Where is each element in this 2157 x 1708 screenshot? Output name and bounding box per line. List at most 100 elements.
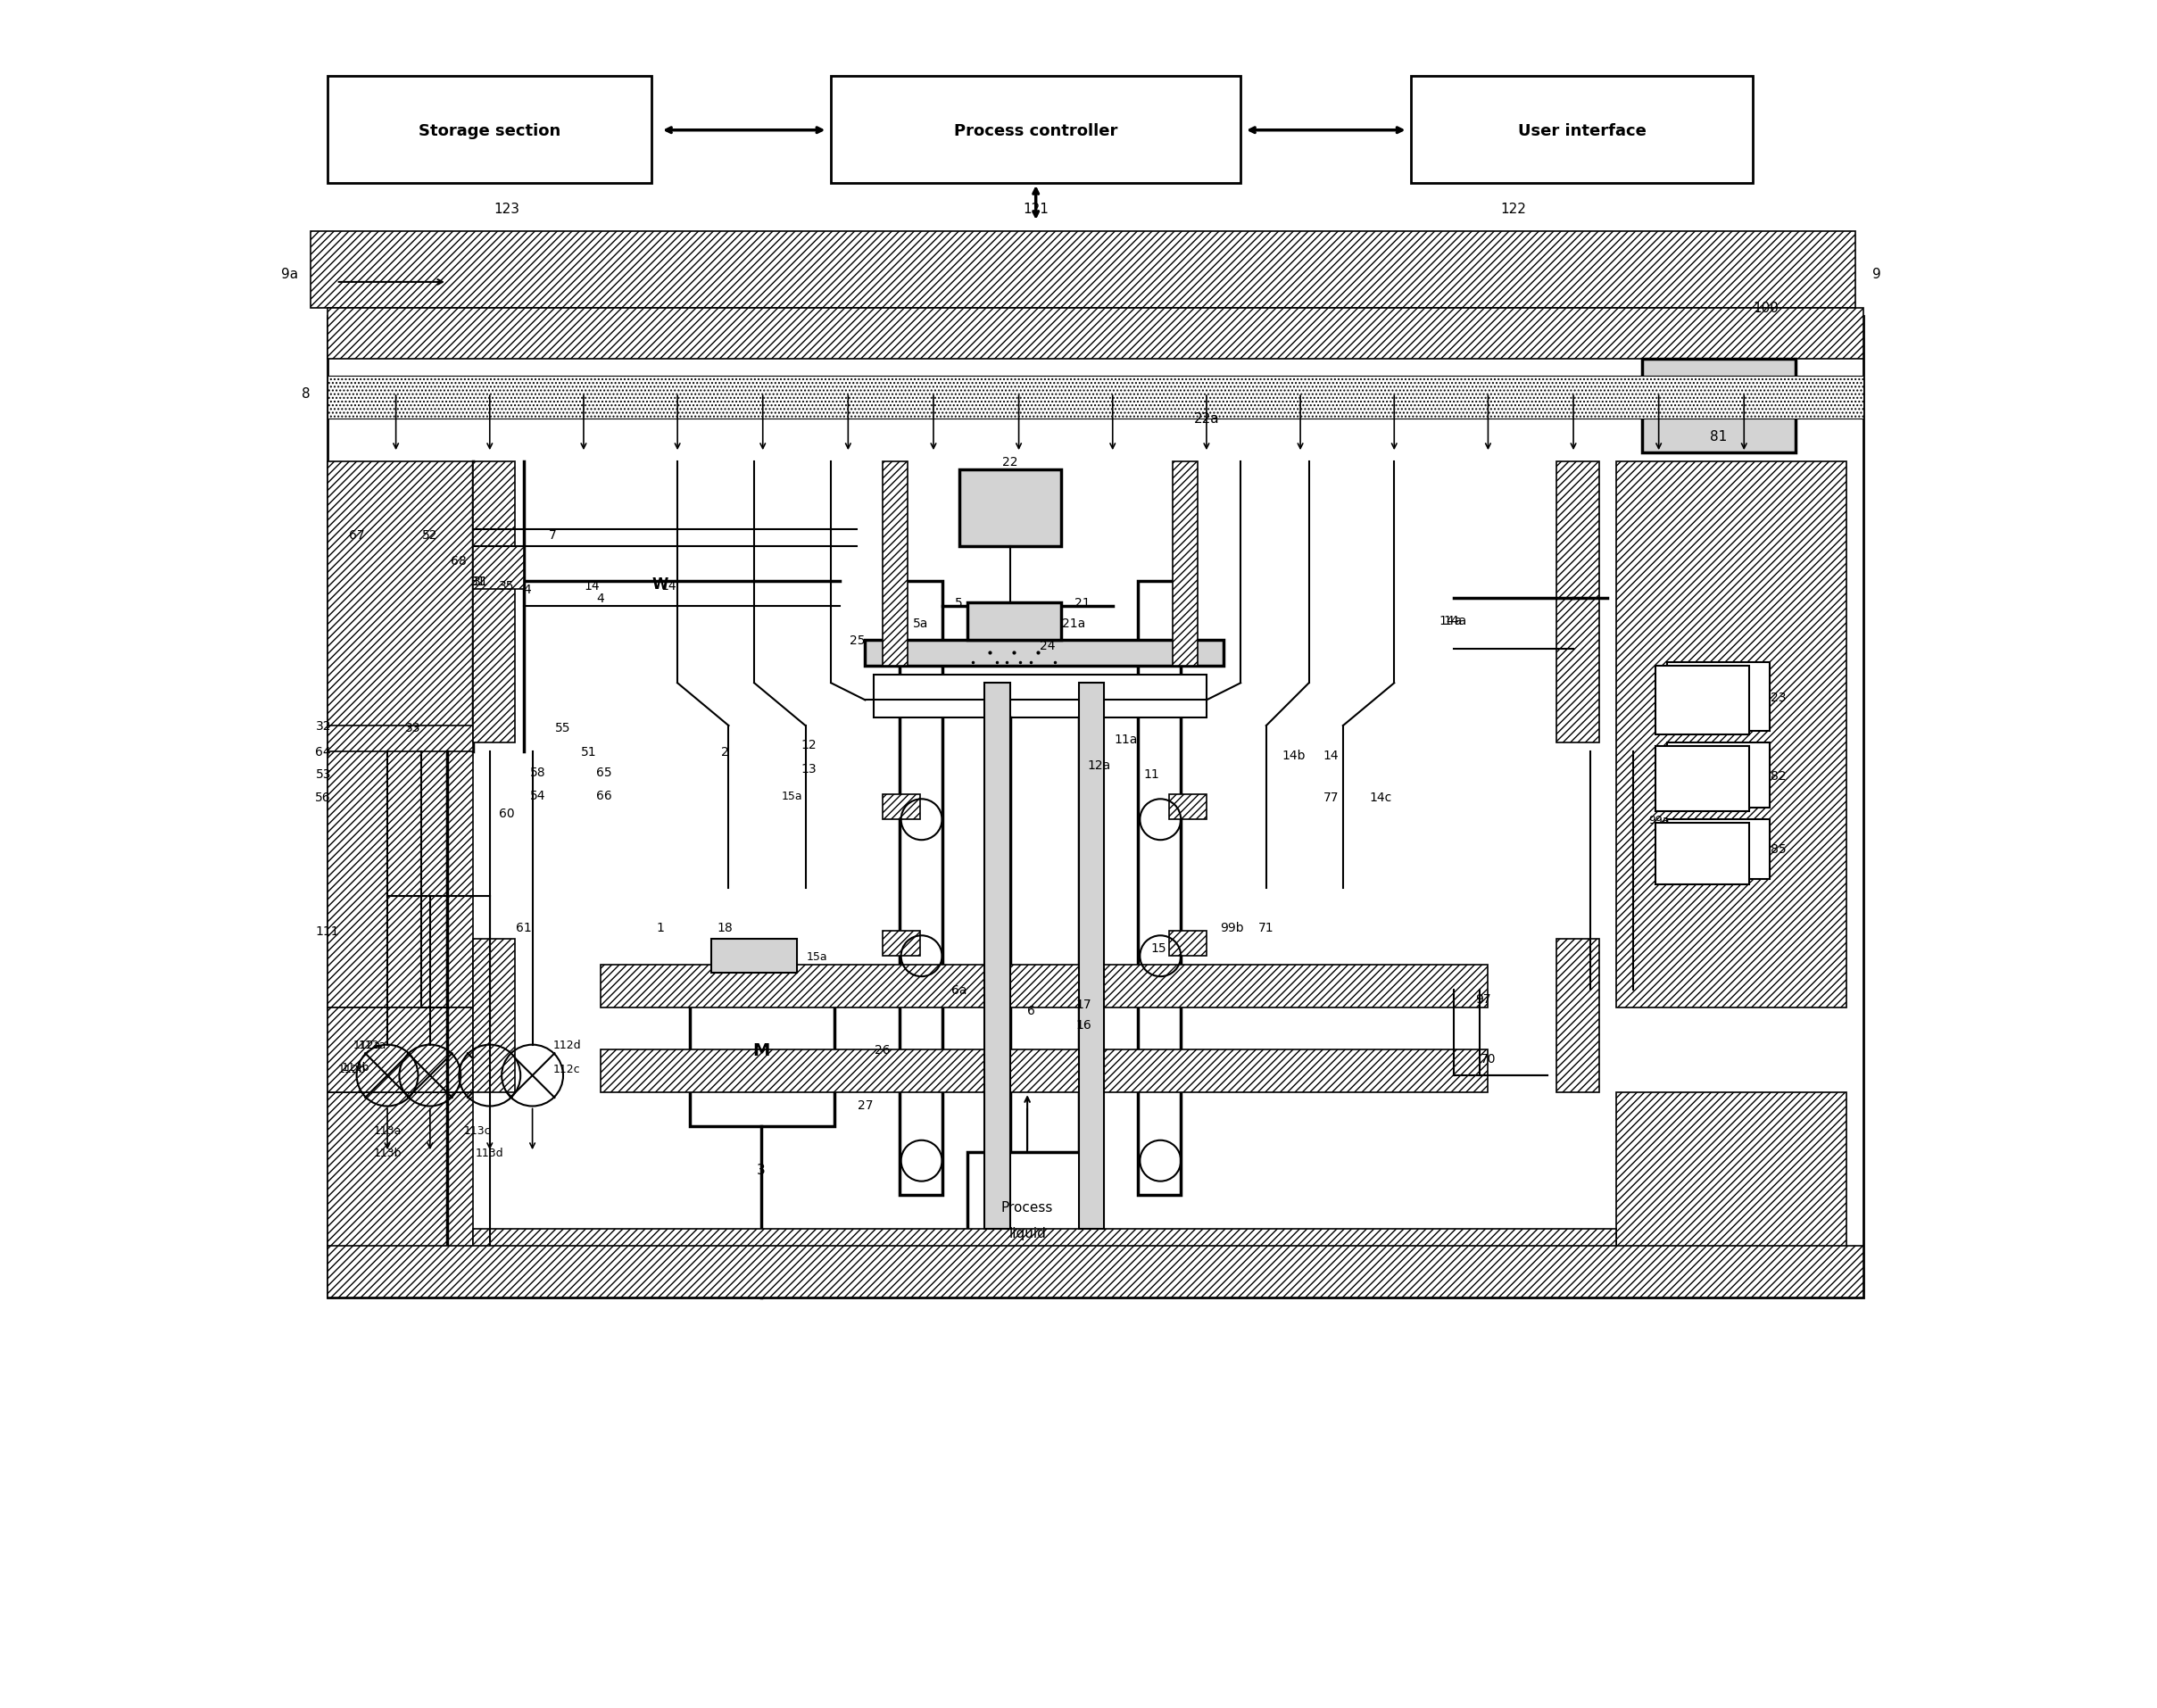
Text: 9a: 9a: [283, 268, 298, 280]
Bar: [1616, 461, 1846, 1008]
Text: 52: 52: [423, 529, 438, 541]
Bar: [328, 307, 1864, 359]
Text: 5a: 5a: [912, 618, 928, 630]
Text: Process: Process: [1001, 1201, 1053, 1214]
Bar: [1557, 461, 1598, 743]
Text: liquid: liquid: [1009, 1226, 1046, 1240]
Text: 22: 22: [1003, 456, 1018, 468]
Bar: [1667, 743, 1769, 808]
Bar: [328, 726, 472, 752]
Text: 15a: 15a: [807, 951, 828, 962]
Text: 113c: 113c: [464, 1124, 492, 1136]
Text: 113b: 113b: [373, 1146, 401, 1158]
Bar: [328, 1008, 472, 1093]
Text: 31: 31: [470, 576, 485, 588]
Text: 67: 67: [349, 529, 365, 541]
Text: 15: 15: [1152, 941, 1167, 955]
Bar: [712, 939, 796, 974]
Bar: [899, 581, 943, 1196]
Bar: [600, 965, 1488, 1008]
Text: 99a: 99a: [1648, 815, 1670, 825]
Bar: [1654, 823, 1749, 885]
Text: 112b: 112b: [339, 1062, 367, 1074]
Text: 56: 56: [315, 791, 330, 804]
Text: 6a: 6a: [951, 984, 966, 997]
Text: 123: 123: [494, 203, 520, 215]
Text: 82: 82: [1771, 769, 1786, 782]
Text: 13: 13: [800, 762, 818, 775]
Bar: [1557, 939, 1598, 1093]
Text: 14: 14: [585, 581, 600, 593]
Text: M: M: [753, 1042, 770, 1059]
Bar: [472, 547, 524, 589]
Text: 31: 31: [472, 576, 490, 588]
Bar: [1616, 1093, 1846, 1298]
Bar: [328, 376, 1864, 418]
Text: 15a: 15a: [781, 791, 802, 801]
Bar: [472, 939, 516, 1093]
Bar: [328, 1093, 472, 1298]
Bar: [328, 1247, 1864, 1298]
Bar: [865, 640, 1223, 666]
Bar: [874, 675, 1206, 717]
Text: 14: 14: [1322, 748, 1339, 762]
Text: 70: 70: [1480, 1052, 1495, 1064]
Text: 66: 66: [595, 789, 613, 803]
Text: 77: 77: [1322, 791, 1339, 804]
Text: 12a: 12a: [1087, 758, 1111, 772]
Text: 33: 33: [406, 721, 421, 734]
Text: 121: 121: [1022, 203, 1048, 215]
Text: 16: 16: [1076, 1018, 1091, 1032]
Text: 11: 11: [1143, 767, 1160, 781]
Text: 21: 21: [1074, 598, 1089, 610]
Text: 99b: 99b: [1221, 921, 1245, 934]
Text: 7: 7: [550, 529, 557, 541]
Bar: [1667, 663, 1769, 731]
Text: 68: 68: [451, 555, 466, 567]
Polygon shape: [1385, 461, 1454, 700]
Text: 25: 25: [850, 635, 865, 647]
Text: 111: 111: [315, 924, 339, 938]
Text: 71: 71: [1258, 921, 1275, 934]
Text: 55: 55: [554, 721, 572, 734]
Text: 4: 4: [597, 593, 604, 605]
Text: 65: 65: [595, 765, 613, 779]
Bar: [1078, 683, 1104, 1230]
Bar: [984, 683, 1009, 1230]
Text: W: W: [651, 577, 669, 593]
Bar: [1667, 820, 1769, 880]
Text: 112a: 112a: [354, 1038, 382, 1050]
Text: Process controller: Process controller: [953, 123, 1117, 138]
Text: 81: 81: [1711, 429, 1728, 442]
Text: 4: 4: [524, 584, 531, 596]
Text: 35: 35: [498, 581, 516, 593]
Text: 23: 23: [1771, 690, 1786, 704]
Bar: [472, 1230, 1616, 1298]
Text: 14b: 14b: [1281, 748, 1305, 762]
Bar: [472, 461, 516, 743]
Text: 14a: 14a: [1443, 615, 1467, 627]
Bar: [600, 1050, 1488, 1093]
Text: 26: 26: [874, 1044, 891, 1056]
Text: 14a: 14a: [1439, 615, 1462, 627]
Text: 60: 60: [498, 806, 516, 820]
Text: 112c: 112c: [552, 1062, 580, 1074]
Text: 22a: 22a: [1193, 412, 1219, 425]
Bar: [311, 232, 1855, 307]
Text: 8: 8: [302, 386, 311, 400]
Bar: [882, 931, 919, 956]
Text: 21a: 21a: [1061, 618, 1085, 630]
Text: 14c: 14c: [1370, 791, 1391, 804]
Bar: [690, 974, 835, 1127]
Bar: [1139, 581, 1180, 1196]
Text: 112b: 112b: [341, 1061, 369, 1073]
Text: 27: 27: [856, 1098, 874, 1110]
Bar: [1641, 359, 1795, 453]
Text: 24: 24: [1040, 640, 1055, 652]
Text: 112a: 112a: [358, 1038, 386, 1050]
Text: 100: 100: [1754, 302, 1777, 314]
Bar: [328, 77, 651, 184]
Text: 122: 122: [1501, 203, 1527, 215]
Text: 14: 14: [660, 581, 677, 593]
Text: 5: 5: [956, 598, 962, 610]
